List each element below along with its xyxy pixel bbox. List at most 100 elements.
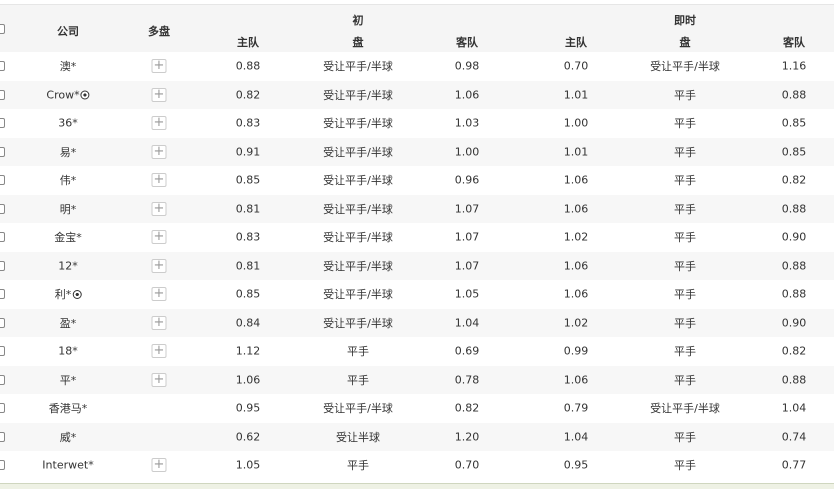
- expand-plus-button[interactable]: +: [151, 201, 167, 216]
- company-name: 易*: [60, 144, 77, 160]
- row-checkbox[interactable]: [0, 317, 5, 328]
- row-checkbox[interactable]: [0, 403, 5, 413]
- company-name: Interwet*: [42, 459, 93, 472]
- odds-i-line: 受让平手/半球: [323, 174, 393, 188]
- expand-plus-button[interactable]: +: [151, 173, 167, 188]
- company-label: 36*: [58, 116, 78, 130]
- odds-i-line: 受让平手/半球: [323, 259, 393, 273]
- company-name: 金宝*: [54, 229, 82, 245]
- company-name: 伟*: [60, 172, 77, 188]
- odds-i-away: 1.07: [454, 230, 480, 244]
- header-live-line: 盘: [679, 36, 691, 49]
- odds-i-line: 平手: [347, 459, 369, 473]
- odds-l-home: 1.06: [563, 202, 589, 216]
- table-row: 利* +0.85 受让平手/半球 1.05 1.06 平手 0.88: [0, 280, 834, 309]
- row-checkbox[interactable]: [0, 146, 5, 157]
- table-row: Interwet* +1.05 平手 0.70 0.95 平手 0.77: [0, 451, 834, 480]
- expand-plus-button[interactable]: +: [151, 258, 167, 273]
- odds-i-away: 0.69: [454, 344, 480, 358]
- company-label: 香港马*: [48, 402, 88, 416]
- company-label: 明*: [59, 202, 77, 216]
- company-label: 金宝*: [54, 231, 82, 245]
- odds-l-away: 0.88: [781, 259, 807, 273]
- company-name: Crow*: [46, 88, 90, 101]
- footer-bar: [0, 483, 834, 489]
- expand-plus-button[interactable]: +: [151, 372, 167, 387]
- table-row: 盈* +0.84 受让平手/半球 1.04 1.02 平手 0.90: [0, 308, 834, 337]
- odds-i-home: 0.81: [235, 202, 261, 216]
- odds-l-home: 1.02: [563, 316, 589, 330]
- odds-l-home: 0.70: [563, 59, 589, 73]
- odds-l-home: 1.06: [563, 173, 589, 187]
- odds-l-line: 平手: [674, 145, 696, 159]
- odds-i-home: 0.83: [235, 116, 261, 130]
- odds-i-line: 受让平手/半球: [323, 88, 393, 102]
- row-checkbox[interactable]: [0, 175, 5, 185]
- company-label: 盈*: [59, 316, 77, 330]
- odds-i-away: 1.06: [454, 88, 480, 102]
- company-name: 36*: [58, 117, 78, 130]
- odds-i-home: 1.05: [235, 458, 261, 472]
- row-checkbox[interactable]: [0, 289, 5, 299]
- expand-plus-button[interactable]: +: [151, 87, 167, 102]
- odds-l-line: 平手: [674, 459, 696, 473]
- odds-i-away: 1.05: [454, 287, 480, 301]
- odds-l-line: 平手: [674, 345, 696, 359]
- expand-plus-button[interactable]: +: [151, 315, 167, 330]
- table-row: 澳* +0.88 受让平手/半球 0.98 0.70 受让平手/半球 1.16: [0, 52, 834, 81]
- odds-table-body: 澳* +0.88 受让平手/半球 0.98 0.70 受让平手/半球 1.16 Crow* +0…: [0, 52, 834, 480]
- row-checkbox[interactable]: [0, 232, 5, 242]
- row-checkbox[interactable]: [0, 460, 5, 470]
- header-initial-line: 盘: [352, 36, 364, 49]
- odds-l-line: 平手: [674, 117, 696, 131]
- odds-l-away: 0.82: [781, 344, 807, 358]
- company-name: 12*: [58, 259, 78, 272]
- row-checkbox[interactable]: [0, 431, 5, 442]
- table-header: 公司 多盘 初 即时 主队 盘 客队 主队 盘 客队: [0, 5, 834, 52]
- row-checkbox[interactable]: [0, 374, 5, 385]
- expand-plus-button[interactable]: +: [151, 59, 167, 74]
- header-live-home: 主队: [565, 36, 587, 49]
- odds-l-home: 1.04: [563, 430, 589, 444]
- header-multi: 多盘: [148, 25, 170, 38]
- header-initial-away: 客队: [456, 36, 478, 49]
- odds-l-line: 平手: [674, 373, 696, 387]
- company-label: 澳*: [59, 60, 77, 74]
- row-checkbox[interactable]: [0, 118, 5, 128]
- row-checkbox[interactable]: [0, 61, 5, 71]
- expand-plus-button[interactable]: +: [151, 458, 167, 473]
- odds-i-line: 受让平手/半球: [323, 60, 393, 74]
- odds-l-line: 平手: [674, 174, 696, 188]
- company-name: 18*: [58, 345, 78, 358]
- company-name: 香港马*: [49, 400, 88, 416]
- company-label: Interwet*: [42, 458, 94, 472]
- odds-l-line: 受让平手/半球: [650, 60, 720, 74]
- odds-l-away: 0.85: [781, 145, 807, 159]
- table-row: Crow* +0.82 受让平手/半球 1.06 1.01 平手 0.88: [0, 80, 834, 109]
- expand-plus-button[interactable]: +: [151, 116, 167, 131]
- odds-i-away: 1.00: [454, 145, 480, 159]
- odds-i-away: 1.07: [454, 259, 480, 273]
- table-row: 金宝* +0.83 受让平手/半球 1.07 1.02 平手 0.90: [0, 223, 834, 252]
- company-name: 盈*: [60, 315, 77, 331]
- company-name: 利*: [55, 286, 82, 302]
- expand-plus-button[interactable]: +: [151, 344, 167, 359]
- row-checkbox[interactable]: [0, 260, 5, 271]
- row-checkbox[interactable]: [0, 89, 5, 100]
- odds-l-away: 0.88: [781, 88, 807, 102]
- odds-i-home: 0.62: [235, 430, 261, 444]
- expand-plus-button[interactable]: +: [151, 144, 167, 159]
- header-company: 公司: [57, 25, 79, 38]
- odds-l-home: 1.00: [563, 116, 589, 130]
- expand-plus-button[interactable]: +: [151, 287, 167, 302]
- expand-plus-button[interactable]: +: [151, 230, 167, 245]
- odds-i-away: 0.78: [454, 373, 480, 387]
- odds-i-home: 0.84: [235, 316, 261, 330]
- odds-i-home: 0.81: [235, 259, 261, 273]
- select-all-checkbox[interactable]: [0, 24, 5, 34]
- odds-l-away: 0.82: [781, 173, 807, 187]
- row-checkbox[interactable]: [0, 203, 5, 214]
- row-checkbox[interactable]: [0, 346, 5, 356]
- odds-l-away: 0.74: [781, 430, 807, 444]
- odds-l-home: 0.99: [563, 344, 589, 358]
